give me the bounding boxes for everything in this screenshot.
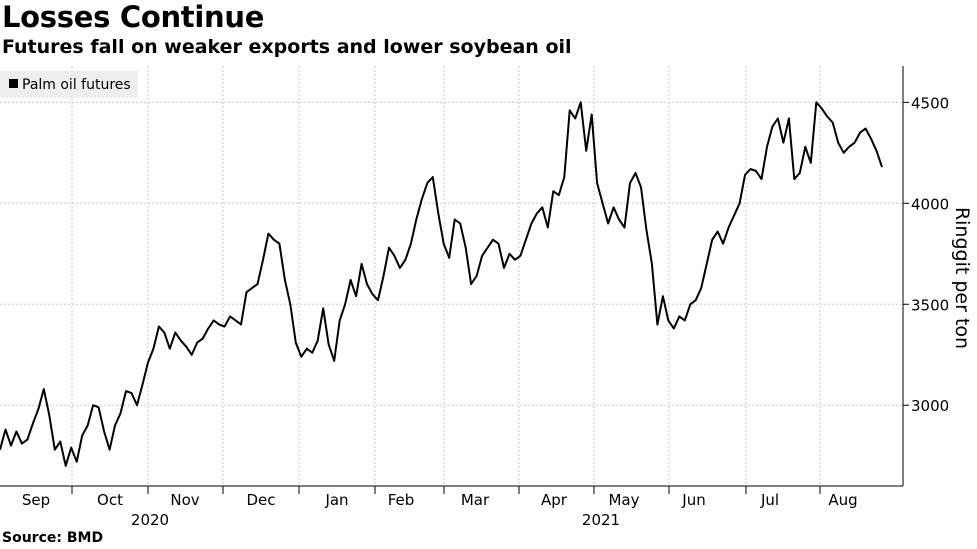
- y-tick-label: 4000: [911, 195, 949, 213]
- y-tick-label: 3000: [911, 397, 949, 415]
- x-tick-label: May: [608, 491, 639, 509]
- x-tick-label: Sep: [22, 491, 50, 509]
- series-line-palm-oil-futures: [0, 101, 883, 467]
- x-year-label: 2021: [582, 511, 620, 529]
- legend-background: [0, 71, 138, 98]
- source-note: Source: BMD: [2, 530, 104, 546]
- y-axis-title: Ringgit per ton: [951, 207, 973, 349]
- x-tick-label: Apr: [541, 491, 568, 509]
- chart-title: Losses Continue: [2, 0, 265, 34]
- y-tick-label: 4500: [911, 94, 949, 112]
- x-tick-label: Dec: [246, 491, 275, 509]
- chart-subtitle: Futures fall on weaker exports and lower…: [2, 36, 572, 58]
- x-tick-label: Mar: [461, 491, 490, 509]
- y-axis-labels: 3000 3500 4000 4500: [911, 94, 949, 415]
- x-tick-label: Jan: [324, 491, 348, 509]
- x-tick-label: Aug: [828, 491, 857, 509]
- x-tick-label: Jun: [681, 491, 705, 509]
- x-tick-label: Nov: [170, 491, 199, 509]
- legend: Palm oil futures: [0, 71, 138, 98]
- series-layer: [0, 101, 883, 467]
- x-year-label: 2020: [131, 511, 169, 529]
- grid-lines: [0, 66, 903, 486]
- legend-label: Palm oil futures: [22, 77, 131, 93]
- x-tick-label: Jul: [760, 491, 779, 509]
- x-axis-labels: Sep Oct Nov Dec Jan Feb Mar Apr May Jun Jul Aug 2020…: [22, 491, 858, 529]
- legend-swatch: [9, 79, 18, 88]
- x-tick-label: Feb: [388, 491, 415, 509]
- y-tick-label: 3500: [911, 296, 949, 314]
- axes: [0, 66, 909, 494]
- x-tick-label: Oct: [97, 491, 123, 509]
